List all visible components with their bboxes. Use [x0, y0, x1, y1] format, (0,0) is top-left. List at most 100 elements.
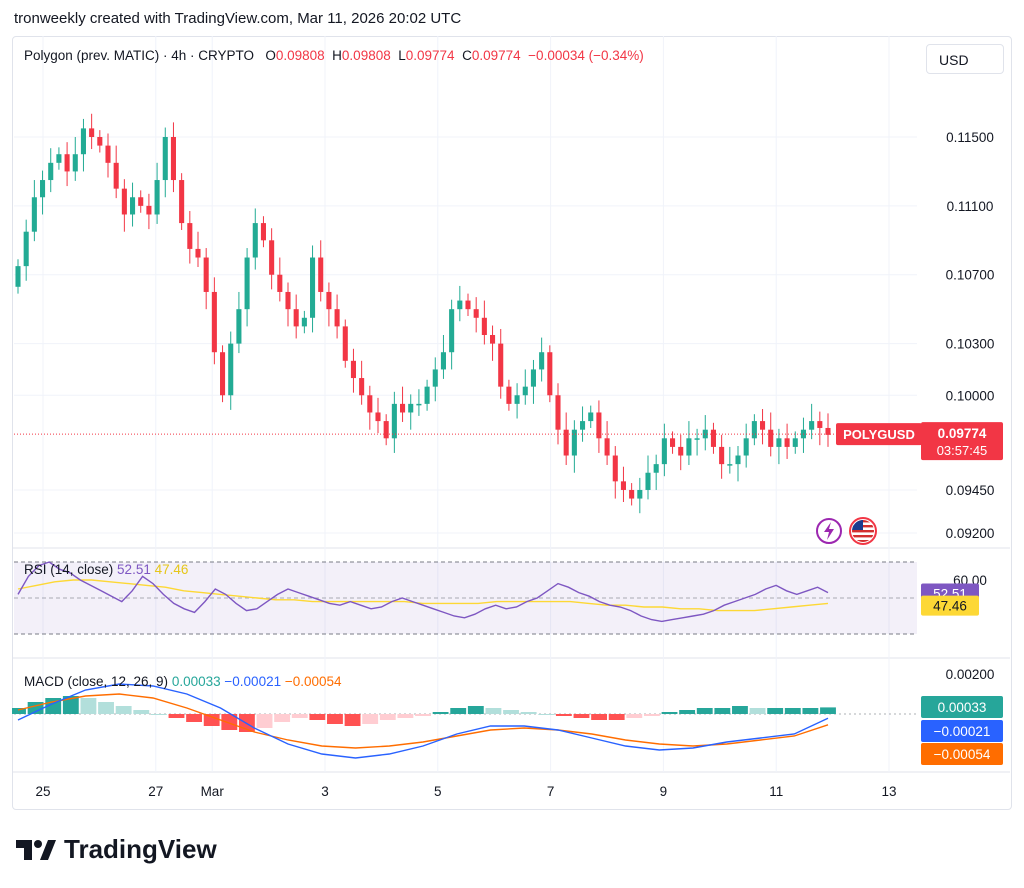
candle-body [31, 197, 37, 232]
macd-histogram-bar [749, 708, 766, 714]
candle-body [776, 438, 782, 447]
candle-body [220, 352, 226, 396]
candle-body [735, 455, 741, 465]
candle-body [719, 446, 725, 465]
last-price-label: 0.09774 [938, 426, 987, 441]
candle-body [203, 257, 209, 292]
symbol-title[interactable]: Polygon (prev. MATIC) · 4h · CRYPTO [24, 48, 255, 63]
candle-body [457, 300, 463, 310]
macd-histogram-bar [696, 708, 713, 714]
candle-body [187, 223, 193, 249]
candle-body [506, 386, 512, 404]
macd-histogram-bar [608, 714, 625, 720]
flash-icon[interactable] [816, 518, 842, 544]
candle-body [817, 421, 823, 428]
time-axis-label: 13 [881, 784, 896, 799]
chart-canvas[interactable]: 0.11500 0.11100 0.10700 0.10300 0.10000 0.094… [12, 36, 1010, 808]
candle-body [97, 137, 103, 146]
candle-body [48, 162, 54, 181]
macd-histogram-bar [784, 708, 801, 714]
macd-histogram-bar [520, 712, 537, 714]
macd-histogram-bar [503, 710, 519, 714]
macd-line [17, 683, 829, 759]
rsi-ma-tag: 47.46 [933, 599, 967, 614]
candle-body [498, 343, 504, 387]
candle-body [391, 403, 397, 439]
macd-histogram-bar [415, 714, 431, 716]
us-flag-icon[interactable] [849, 517, 877, 545]
currency-button[interactable]: USD [926, 44, 1004, 74]
chart-event-icons [816, 517, 877, 545]
chart-caption: tronweekly created with TradingView.com,… [14, 10, 462, 27]
candle-body [604, 438, 610, 456]
candle-body [653, 464, 659, 473]
macd-histogram-bar [274, 714, 291, 722]
macd-legend-hist: 0.00033 [171, 674, 221, 689]
macd-histogram-bar [467, 706, 484, 714]
symbol-legend: Polygon (prev. MATIC) · 4h · CRYPTO O0.0… [24, 48, 644, 63]
candle-body [23, 231, 29, 267]
macd-histogram-bar [256, 714, 273, 728]
time-axis-label: 27 [148, 784, 163, 799]
candle-body [686, 438, 692, 456]
macd-histogram-bar [309, 714, 326, 720]
tradingview-logo-text: TradingView [64, 834, 217, 864]
candle-body [146, 205, 152, 215]
price-axis-label: 0.09450 [946, 483, 995, 498]
candle-body [350, 360, 356, 379]
macd-axis-label: 0.00200 [946, 667, 995, 682]
macd-signal-tag: −0.00054 [934, 747, 991, 762]
macd-histogram-bar [661, 712, 678, 714]
candle-body [56, 154, 62, 163]
close-value: 0.09774 [471, 48, 521, 63]
rsi-ma-tag-bg [921, 595, 979, 616]
candle-body [547, 352, 553, 396]
rsi-line [17, 561, 829, 623]
candle-body [580, 421, 586, 430]
candle-body [432, 369, 438, 387]
candle-body [678, 446, 684, 456]
macd-line-tag: −0.00021 [934, 724, 991, 739]
candle-body [449, 309, 455, 353]
macd-histogram-bar [186, 714, 203, 722]
candle-body [138, 197, 144, 206]
candle-body [825, 427, 831, 435]
price-axis-label: 0.11100 [947, 199, 994, 214]
macd-histogram-bar [450, 708, 467, 714]
last-price-label-bg [921, 422, 1003, 461]
candle-body [105, 145, 111, 163]
candle-body [269, 240, 275, 275]
rsi-legend-value: 52.51 [117, 562, 151, 577]
rsi-title[interactable]: RSI (14, close) [24, 562, 114, 577]
candle-body [571, 429, 577, 456]
candle-body [236, 309, 242, 344]
candle-body [326, 291, 332, 310]
candle-body [72, 154, 78, 172]
candle-body [710, 429, 716, 447]
macd-histogram-bar [98, 702, 114, 714]
candle-body [490, 335, 496, 344]
candle-body [702, 429, 708, 439]
candle-body [530, 369, 536, 387]
candle-body [424, 386, 430, 404]
candle-body [260, 223, 266, 241]
macd-title[interactable]: MACD (close, 12, 26, 9) [24, 674, 169, 689]
price-axis-label: 0.11500 [946, 130, 994, 145]
high-value: 0.09808 [341, 48, 391, 63]
candle-body [596, 412, 602, 439]
candle-body [727, 464, 733, 466]
open-value: 0.09808 [275, 48, 325, 63]
candle-body [408, 403, 414, 413]
macd-histogram-bar [538, 714, 555, 715]
countdown-label: 03:57:45 [937, 443, 988, 458]
candle-body [64, 154, 70, 172]
candle-body [645, 472, 651, 490]
candle-body [367, 395, 373, 413]
candle-body [277, 274, 283, 292]
candle-body [563, 429, 569, 456]
time-axis-label: 25 [35, 784, 50, 799]
macd-histogram-bar [643, 714, 660, 716]
macd-histogram-bar [485, 708, 502, 714]
macd-histogram-bar [115, 706, 132, 714]
candle-body [252, 223, 258, 258]
